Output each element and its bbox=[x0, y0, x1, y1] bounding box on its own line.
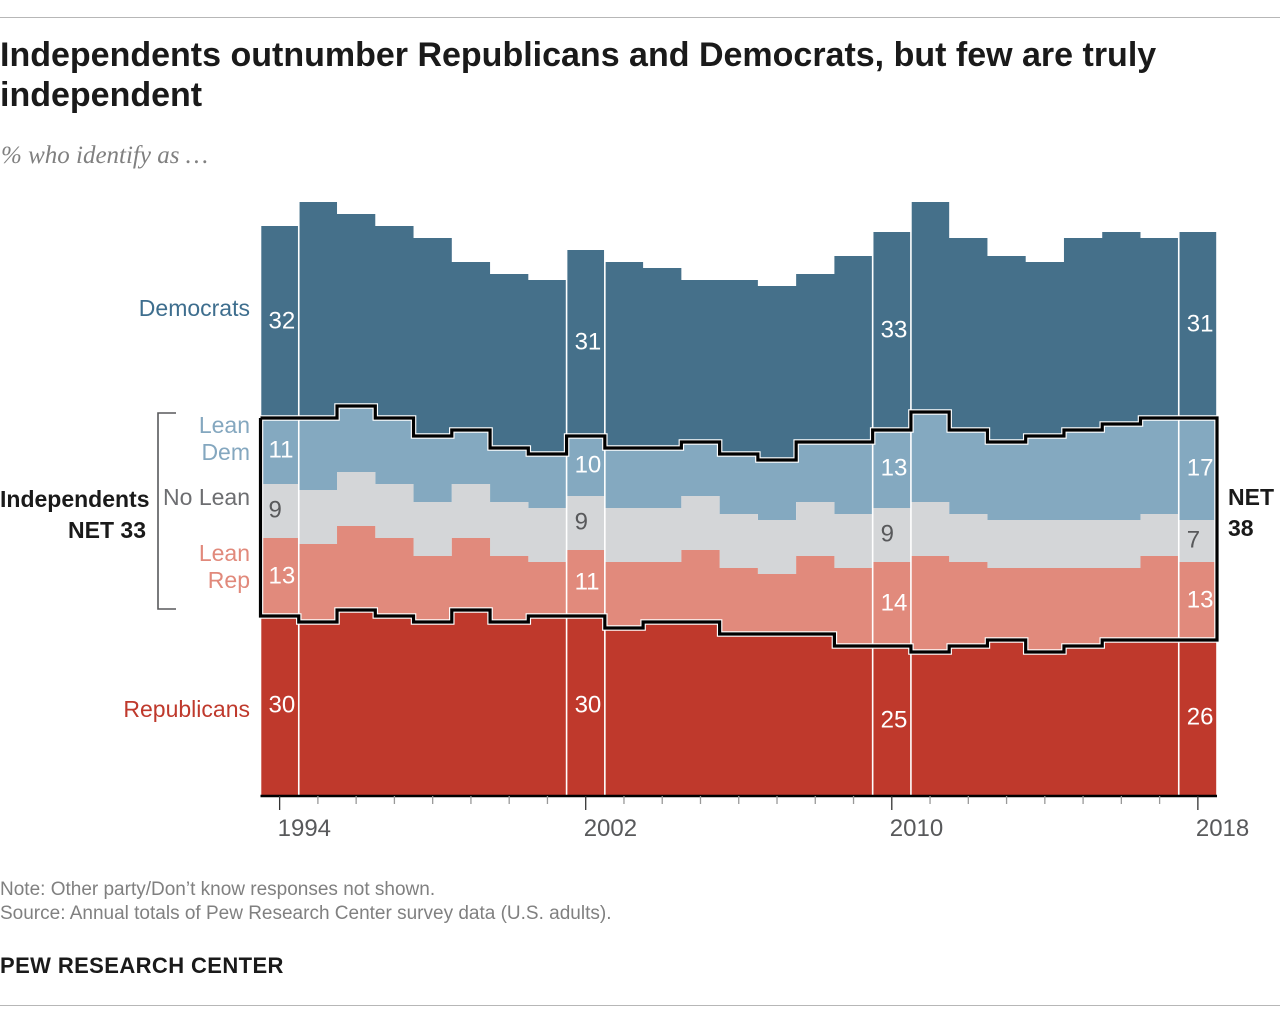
svg-text:14: 14 bbox=[881, 589, 908, 616]
svg-text:25: 25 bbox=[881, 706, 908, 733]
svg-text:2002: 2002 bbox=[584, 815, 637, 842]
svg-text:11: 11 bbox=[575, 568, 600, 595]
svg-text:13: 13 bbox=[269, 562, 296, 589]
svg-text:9: 9 bbox=[575, 508, 588, 535]
svg-text:11: 11 bbox=[269, 436, 294, 463]
svg-text:33: 33 bbox=[881, 316, 908, 343]
svg-text:2018: 2018 bbox=[1196, 815, 1249, 842]
svg-text:31: 31 bbox=[1187, 310, 1214, 337]
svg-text:13: 13 bbox=[1187, 586, 1214, 613]
svg-text:2010: 2010 bbox=[890, 815, 943, 842]
svg-text:10: 10 bbox=[575, 451, 602, 478]
svg-text:31: 31 bbox=[575, 328, 602, 355]
svg-text:30: 30 bbox=[269, 691, 296, 718]
svg-text:1994: 1994 bbox=[278, 815, 331, 842]
svg-text:9: 9 bbox=[881, 520, 894, 547]
svg-text:32: 32 bbox=[269, 307, 296, 334]
svg-text:13: 13 bbox=[881, 454, 908, 481]
svg-text:9: 9 bbox=[269, 496, 282, 523]
svg-text:30: 30 bbox=[575, 691, 602, 718]
svg-text:26: 26 bbox=[1187, 703, 1214, 730]
svg-text:17: 17 bbox=[1187, 454, 1214, 481]
svg-text:7: 7 bbox=[1187, 526, 1200, 553]
